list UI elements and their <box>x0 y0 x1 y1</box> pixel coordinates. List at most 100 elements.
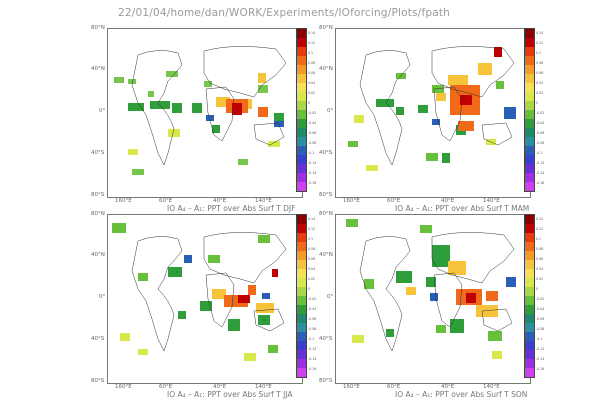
colorbar-swatch <box>297 128 306 137</box>
colorbar-tick-label: -0.08 <box>536 141 545 145</box>
map-svg <box>348 46 516 171</box>
colorbar-swatch <box>525 287 534 296</box>
colorbar-tick-label: -0.08 <box>536 327 545 331</box>
colorbar-swatch <box>525 173 534 182</box>
colorbar-tick-label: -0.12 <box>308 161 317 165</box>
colorbar-tick-label: -0.08 <box>308 141 317 145</box>
lat-label-80n: 80°N <box>91 25 105 31</box>
colorbar-swatch <box>525 182 534 191</box>
colorbar-swatch <box>297 278 306 287</box>
colorbar-ticks: 0.14 0.12 0.1 0.08 0.06 0.04 0.02 0 -0.02 -0.04 -0… <box>536 214 544 374</box>
colorbar-tick-label: -0.16 <box>536 367 545 371</box>
map-jja <box>107 214 303 384</box>
colorbar-swatch <box>297 323 306 332</box>
colorbar-tick-label: 0 <box>308 287 311 291</box>
colorbar-tick-label: -0.04 <box>308 121 317 125</box>
lat-label-40n: 40°N <box>91 66 105 72</box>
colorbar-tick-label: -0.02 <box>308 111 317 115</box>
colorbar-swatch <box>297 242 306 251</box>
colorbar-swatch <box>297 251 306 260</box>
lon-label-4: 140°E <box>483 198 500 204</box>
lon-label-3: 40°E <box>213 384 227 390</box>
colorbar-swatch <box>525 269 534 278</box>
lat-label-40n: 40°N <box>319 252 333 258</box>
colorbar-swatch <box>525 29 534 38</box>
colorbar-tick-label: -0.08 <box>308 327 317 331</box>
colorbar-tick-label: -0.12 <box>536 347 545 351</box>
colorbar-tick-label: 0.1 <box>536 237 542 241</box>
lat-label-80s: 80°S <box>91 192 105 198</box>
colorbar-swatch <box>525 251 534 260</box>
colorbar-swatch <box>525 92 534 101</box>
colorbar-swatch <box>525 74 534 83</box>
colorbar-swatch <box>525 314 534 323</box>
colorbar-swatch <box>525 233 534 242</box>
colorbar-swatch <box>297 368 306 377</box>
colorbar-tick-label: -0.02 <box>536 111 545 115</box>
colorbar-ticks: 0.14 0.12 0.1 0.08 0.06 0.04 0.02 0 -0.02 -0.04 -0… <box>308 28 316 188</box>
colorbar-tick-label: 0.08 <box>308 247 316 251</box>
lat-label-40s: 40°S <box>91 336 105 342</box>
colorbar-swatch <box>525 215 534 224</box>
colorbar-tick-label: -0.04 <box>536 121 545 125</box>
colorbar-swatch <box>525 128 534 137</box>
colorbar-swatch <box>297 110 306 119</box>
colorbar-tick-label: -0.02 <box>536 297 545 301</box>
colorbar-tick-label: -0.1 <box>308 151 315 155</box>
lon-label-2: 60°E <box>387 198 401 204</box>
colorbar-tick-label: 0.1 <box>308 237 314 241</box>
colorbar-swatch <box>297 65 306 74</box>
colorbar-swatch <box>525 119 534 128</box>
colorbar-tick-label: 0.02 <box>308 277 316 281</box>
colorbar-tick-label: 0 <box>308 101 311 105</box>
colorbar-swatch <box>297 47 306 56</box>
colorbar-tick-label: 0.1 <box>308 51 314 55</box>
colorbar-swatch <box>525 146 534 155</box>
colorbar-swatch <box>297 101 306 110</box>
colorbar-swatch <box>297 296 306 305</box>
colorbar-swatch <box>525 155 534 164</box>
colorbar-swatch <box>525 137 534 146</box>
lat-label-0: 0° <box>99 108 106 114</box>
colorbar-tick-label: -0.02 <box>308 297 317 301</box>
panel-jja: 80°N 40°N 0° 40°S 80°S 160°E 60°E 40°E 1… <box>91 211 316 399</box>
map-svg <box>114 46 287 175</box>
lon-label-4: 140°E <box>255 198 272 204</box>
colorbar-swatch <box>297 173 306 182</box>
colorbar-swatch <box>525 224 534 233</box>
colorbar-swatch <box>297 74 306 83</box>
colorbar-swatch <box>525 110 534 119</box>
lat-label-80s: 80°S <box>91 378 105 384</box>
colorbar-swatch <box>297 164 306 173</box>
colorbar-swatch <box>297 305 306 314</box>
colorbar-tick-label: 0.06 <box>536 257 544 261</box>
colorbar-swatch <box>297 83 306 92</box>
panel-mam: 80°N 40°N 0° 40°S 80°S 160°E 60°E 40°E 1… <box>319 25 544 213</box>
colorbar-ticks: 0.14 0.12 0.1 0.08 0.06 0.04 0.02 0 -0.02 -0.04 -0… <box>308 214 316 374</box>
colorbar-swatch <box>297 332 306 341</box>
colorbar-swatch <box>525 65 534 74</box>
colorbar-tick-label: 0.02 <box>536 277 544 281</box>
map-svg <box>346 219 516 359</box>
colorbar-swatch <box>525 56 534 65</box>
colorbar-tick-label: -0.14 <box>536 357 545 361</box>
map-son <box>335 214 531 384</box>
colorbar-tick-label: 0.04 <box>536 81 544 85</box>
colorbar-tick-label: 0.06 <box>308 71 316 75</box>
lat-label-40s: 40°S <box>91 150 105 156</box>
colorbar-swatch <box>525 332 534 341</box>
lat-label-80n: 80°N <box>319 211 333 217</box>
lon-label-4: 140°E <box>255 384 272 390</box>
colorbar-swatch <box>297 224 306 233</box>
lon-label-3: 40°E <box>441 198 455 204</box>
colorbar-swatch <box>297 29 306 38</box>
colorbar-tick-label: 0.12 <box>536 41 544 45</box>
colorbar-tick-label: -0.12 <box>308 347 317 351</box>
panel-son: 80°N 40°N 0° 40°S 80°S 160°E 60°E 40°E 1… <box>319 211 544 399</box>
lat-label-40s: 40°S <box>319 336 333 342</box>
colorbar-tick-label: 0.04 <box>308 267 316 271</box>
colorbar-tick-label: 0.06 <box>308 257 316 261</box>
colorbar-swatch <box>525 164 534 173</box>
colorbar-swatch <box>297 350 306 359</box>
panel-djf: 80°N 40°N 0° 40°S 80°S 160°E 60°E 40°E 1… <box>91 25 316 213</box>
